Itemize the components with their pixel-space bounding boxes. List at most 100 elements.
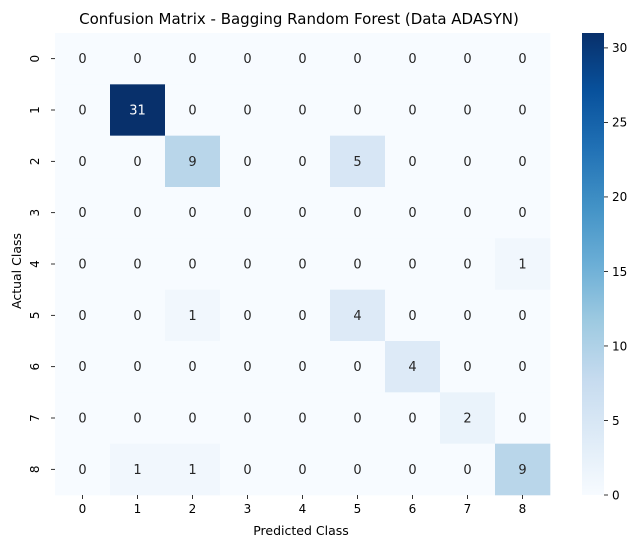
heatmap-cell bbox=[330, 33, 386, 85]
cell-value-label: 0 bbox=[243, 258, 251, 273]
cell-value-label: 0 bbox=[408, 206, 416, 221]
heatmap-cell bbox=[165, 289, 221, 342]
heatmap-cell bbox=[330, 392, 386, 444]
heatmap-cell bbox=[440, 84, 496, 136]
heatmap-cell bbox=[330, 289, 386, 342]
heatmap-cell bbox=[275, 33, 331, 85]
colorbar-tick-label: 5 bbox=[612, 414, 620, 428]
cell-value-label: 0 bbox=[518, 360, 526, 375]
cell-value-label: 0 bbox=[78, 258, 86, 273]
cell-value-label: 0 bbox=[78, 360, 86, 375]
heatmap-cell bbox=[275, 392, 331, 444]
cell-value-label: 0 bbox=[463, 206, 471, 221]
cell-value-label: 0 bbox=[133, 360, 141, 375]
cell-value-label: 0 bbox=[408, 52, 416, 67]
heatmap-cell bbox=[385, 135, 441, 188]
heatmap-cell bbox=[165, 135, 221, 188]
heatmap-cell bbox=[220, 392, 276, 444]
y-tick-label: 2 bbox=[28, 158, 42, 166]
heatmap-cell bbox=[110, 289, 166, 342]
x-tick-label: 5 bbox=[354, 502, 362, 516]
cell-value-label: 0 bbox=[243, 360, 251, 375]
cell-value-label: 0 bbox=[188, 258, 196, 273]
heatmap-cell bbox=[110, 84, 166, 136]
cell-value-label: 0 bbox=[353, 258, 361, 273]
heatmap-cell bbox=[495, 33, 551, 85]
heatmap-cell bbox=[440, 33, 496, 85]
heatmap-cell bbox=[330, 135, 386, 188]
cell-value-label: 0 bbox=[298, 155, 306, 170]
heatmap-cell bbox=[385, 341, 441, 393]
cell-value-label: 0 bbox=[463, 155, 471, 170]
cell-value-label: 0 bbox=[133, 258, 141, 273]
heatmap-cell bbox=[55, 392, 111, 444]
cell-value-label: 0 bbox=[188, 206, 196, 221]
y-tick-label: 4 bbox=[28, 260, 42, 268]
heatmap-cell bbox=[440, 289, 496, 342]
colorbar-tick-label: 0 bbox=[612, 488, 620, 502]
heatmap-cell bbox=[165, 341, 221, 393]
heatmap-cell bbox=[385, 238, 441, 290]
heatmap-cell bbox=[220, 33, 276, 85]
cell-value-label: 0 bbox=[298, 52, 306, 67]
cell-value-label: 0 bbox=[243, 412, 251, 427]
heatmap-cell bbox=[495, 392, 551, 444]
cell-value-label: 0 bbox=[463, 309, 471, 324]
heatmap-cell bbox=[110, 135, 166, 188]
cell-value-label: 31 bbox=[129, 104, 146, 119]
cell-value-label: 0 bbox=[298, 360, 306, 375]
cell-value-label: 4 bbox=[408, 360, 416, 375]
cell-value-label: 0 bbox=[243, 463, 251, 478]
heatmap-cell bbox=[495, 84, 551, 136]
cell-value-label: 0 bbox=[78, 52, 86, 67]
cell-value-label: 0 bbox=[298, 412, 306, 427]
x-tick-label: 6 bbox=[409, 502, 417, 516]
heatmap-cell bbox=[55, 238, 111, 290]
x-tick-label: 4 bbox=[299, 502, 307, 516]
cell-value-label: 0 bbox=[408, 463, 416, 478]
heatmap-cell bbox=[220, 341, 276, 393]
cell-value-label: 0 bbox=[353, 360, 361, 375]
cell-value-label: 0 bbox=[133, 309, 141, 324]
heatmap-cell bbox=[220, 187, 276, 239]
cell-value-label: 1 bbox=[188, 309, 196, 324]
colorbar-ticks: 0 5 10 15 20 25 30 bbox=[604, 41, 627, 502]
cell-value-label: 0 bbox=[298, 206, 306, 221]
heatmap-cell bbox=[385, 33, 441, 85]
cell-value-label: 0 bbox=[518, 206, 526, 221]
cell-value-label: 9 bbox=[188, 155, 196, 170]
heatmap-cell bbox=[220, 289, 276, 342]
heatmap-cell bbox=[495, 238, 551, 290]
cell-value-label: 0 bbox=[408, 258, 416, 273]
heatmap-cell bbox=[275, 84, 331, 136]
heatmap-cell bbox=[165, 238, 221, 290]
heatmap-cell bbox=[385, 187, 441, 239]
x-tick-label: 8 bbox=[519, 502, 527, 516]
cell-value-label: 0 bbox=[463, 463, 471, 478]
x-tick-label: 0 bbox=[79, 502, 87, 516]
cell-value-label: 0 bbox=[78, 463, 86, 478]
heatmap-cell bbox=[385, 443, 441, 496]
colorbar-tick-label: 20 bbox=[612, 190, 627, 204]
colorbar-tick-label: 15 bbox=[612, 265, 627, 279]
heatmap-cell bbox=[330, 341, 386, 393]
cell-value-label: 0 bbox=[408, 155, 416, 170]
cell-value-label: 0 bbox=[243, 309, 251, 324]
heatmap-cell bbox=[440, 443, 496, 496]
heatmap-cell bbox=[385, 84, 441, 136]
heatmap-cell bbox=[165, 33, 221, 85]
colorbar-tick-label: 10 bbox=[612, 339, 627, 353]
cell-value-label: 0 bbox=[133, 412, 141, 427]
heatmap-cell bbox=[275, 443, 331, 496]
cell-value-label: 0 bbox=[188, 360, 196, 375]
cell-value-label: 0 bbox=[78, 155, 86, 170]
cell-value-label: 0 bbox=[78, 309, 86, 324]
cell-value-label: 0 bbox=[408, 412, 416, 427]
colorbar-tick-label: 30 bbox=[612, 41, 627, 55]
cell-value-label: 0 bbox=[518, 309, 526, 324]
cell-value-label: 1 bbox=[133, 463, 141, 478]
cell-value-label: 0 bbox=[353, 104, 361, 119]
heatmap-cell bbox=[55, 135, 111, 188]
cell-value-label: 0 bbox=[518, 155, 526, 170]
